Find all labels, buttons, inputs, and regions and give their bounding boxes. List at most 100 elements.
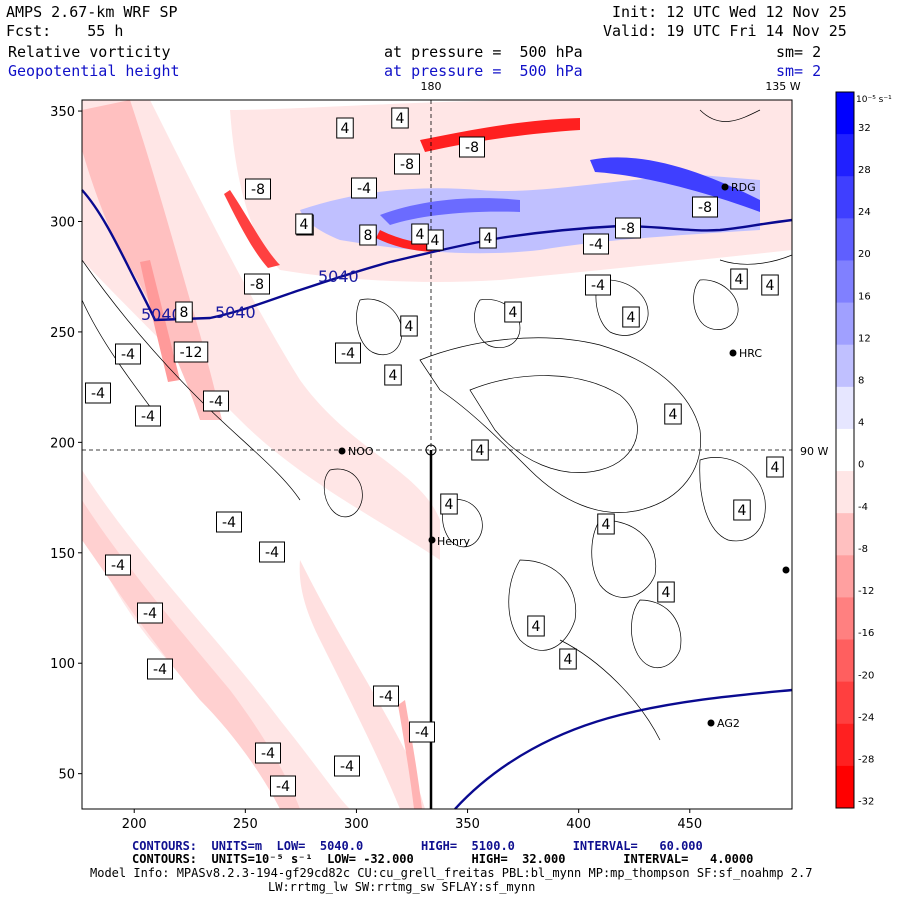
y-tick-label: 50 [58, 768, 75, 783]
station-dot [707, 719, 715, 727]
vorticity-label-box [504, 301, 522, 323]
colorbar-label: -20 [858, 670, 874, 681]
colorbar-label: -4 [858, 502, 868, 513]
colorbar-label: -8 [858, 544, 868, 555]
vorticity-label-box [147, 658, 173, 680]
colorbar-unit: 10⁻⁵ s⁻¹ [856, 95, 892, 105]
colorbar-swatch [836, 681, 854, 725]
vorticity-label-box [394, 153, 420, 175]
vorticity-label: 4 [771, 460, 780, 476]
vorticity-label-box [259, 541, 285, 563]
vorticity-label-box [216, 511, 242, 533]
vorticity-label: -4 [261, 746, 275, 762]
model-title: AMPS 2.67-km WRF SP [6, 3, 178, 21]
colorbar-label: 24 [858, 207, 871, 218]
vorticity-label: 4 [484, 231, 493, 247]
y-tick-label: 300 [50, 215, 75, 230]
colorbar-label: -24 [858, 712, 874, 723]
vorticity-label-box [255, 742, 281, 764]
vorticity-label-box [351, 177, 377, 199]
field-height-label: Geopotential height [8, 62, 180, 80]
vorticity-label-box [471, 439, 489, 461]
right-lat-90w: 90 W [800, 445, 828, 458]
colorbar-label: -12 [858, 586, 874, 597]
vorticity-label-box [692, 196, 718, 218]
colorbar-swatch [836, 765, 854, 809]
colorbar-swatch [836, 260, 854, 304]
y-tick-label: 100 [50, 657, 75, 672]
central-vorticity-strip [299, 560, 425, 809]
vorticity-label-box [459, 136, 485, 158]
vorticity-label: -8 [250, 277, 264, 293]
central-vorticity-strip-inner [398, 700, 422, 809]
colorbar-label: 28 [858, 165, 871, 176]
vorticity-label-box [135, 405, 161, 427]
station-label: Henry [437, 535, 471, 548]
pressure-level-height: at pressure = 500 hPa [384, 62, 583, 80]
vorticity-label-box [295, 213, 313, 235]
vorticity-label: 8 [180, 305, 189, 321]
colorbar-label: 4 [858, 418, 864, 429]
vorticity-contour-info: CONTOURS: UNITS=10⁻⁵ s⁻¹ LOW= -32.000 HI… [132, 852, 754, 866]
colorbar-label: 0 [858, 460, 864, 471]
vorticity-label-box [85, 382, 111, 404]
vorticity-label-box [105, 554, 131, 576]
vorticity-labels: 4444444444444444444444-4-4-4-4-4-4-4-4-4… [85, 107, 784, 797]
height-label: 5040 [318, 267, 359, 286]
vorticity-label: -4 [341, 346, 355, 362]
vorticity-label-box [664, 403, 682, 425]
colorbar-label: 16 [858, 291, 871, 302]
vorticity-label: 4 [405, 319, 414, 335]
vorticity-label: 4 [476, 443, 485, 459]
height-label: 5040 [141, 305, 182, 324]
vorticity-label: -8 [465, 140, 479, 156]
vorticity-label: -8 [621, 221, 635, 237]
vorticity-label-box [559, 648, 577, 670]
vorticity-label-box [137, 602, 163, 624]
colorbar-label: 12 [858, 333, 871, 344]
station-label: RDG [731, 181, 756, 194]
station-label: NOO [348, 445, 374, 458]
vorticity-label: -4 [222, 515, 236, 531]
colorbar-swatch [836, 134, 854, 177]
y-tick-label: 200 [50, 436, 75, 451]
vorticity-label-box [622, 306, 640, 328]
vorticity-label: -4 [153, 662, 167, 678]
northern-strong-negative-2 [224, 190, 280, 268]
forecast-hour: Fcst: 55 h [6, 22, 124, 40]
southwest-vorticity-band-inner [82, 500, 300, 809]
vorticity-label-box [359, 224, 377, 246]
vorticity-label-box [527, 615, 545, 637]
colorbar-swatch [836, 302, 854, 346]
vorticity-label: -8 [251, 182, 265, 198]
vorticity-label-box [657, 581, 675, 603]
vorticity-label-box [391, 107, 409, 129]
colorbar-label: -28 [858, 755, 874, 766]
y-tick-label: 150 [50, 547, 75, 562]
colorbar-swatch [836, 597, 854, 641]
vorticity-label-box [597, 513, 615, 535]
height-contour-info: CONTOURS: UNITS=m LOW= 5040.0 HIGH= 5100… [132, 839, 703, 853]
colorbar-swatch [836, 386, 854, 430]
southwest-vorticity-band [82, 470, 350, 809]
vorticity-label-box [766, 456, 784, 478]
y-tick-label: 350 [50, 105, 75, 120]
vorticity-label: 4 [341, 121, 350, 137]
vorticity-label: 4 [735, 272, 744, 288]
vorticity-label: -4 [357, 181, 371, 197]
vorticity-label: 4 [532, 619, 541, 635]
smoothing-height: sm= 2 [776, 62, 822, 80]
vorticity-label: -8 [400, 157, 414, 173]
vorticity-label: -12 [180, 345, 203, 361]
vorticity-label-box [761, 274, 779, 296]
vorticity-label-box [400, 315, 418, 337]
vorticity-label-box [585, 274, 611, 296]
vorticity-label-box [409, 721, 435, 743]
vorticity-label-box [270, 775, 296, 797]
colorbar-swatch [836, 344, 854, 388]
northern-strong-positive [380, 198, 520, 225]
crosshair-center-marker [425, 444, 437, 456]
vorticity-label: 8 [364, 228, 373, 244]
vorticity-label: -4 [265, 545, 279, 561]
colorbar-label: 32 [858, 123, 871, 134]
